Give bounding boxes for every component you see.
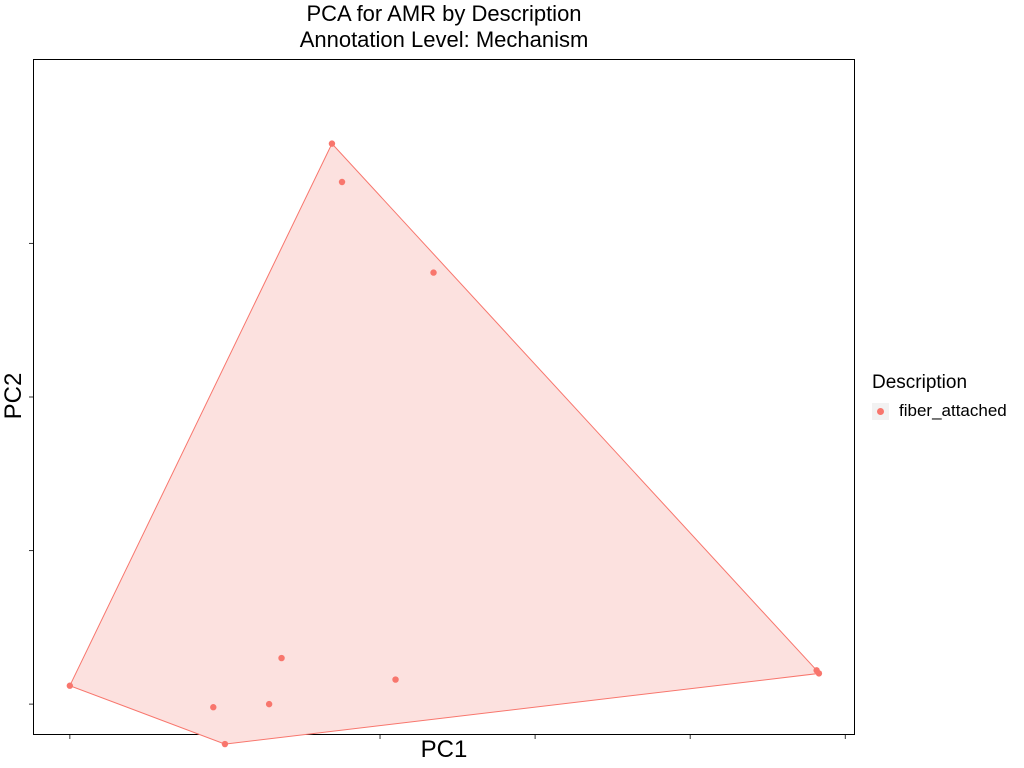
y-axis-label: PC2 xyxy=(0,372,27,420)
data-point-10 xyxy=(815,670,823,677)
legend-key xyxy=(872,402,889,420)
data-point-0 xyxy=(66,682,74,689)
legend-title: Description xyxy=(872,372,968,393)
legend-label: fiber_attached xyxy=(899,401,1007,420)
data-point-1 xyxy=(221,740,229,748)
x-axis-label: PC1 xyxy=(420,736,468,763)
legend-entry: fiber_attached xyxy=(872,400,1007,422)
data-point-8 xyxy=(430,269,437,276)
legend-point-icon xyxy=(877,407,884,415)
data-point-4 xyxy=(278,654,285,662)
chart-subtitle: Annotation Level: Mechanism xyxy=(299,27,589,52)
data-point-7 xyxy=(338,178,346,186)
data-point-5 xyxy=(392,676,399,683)
data-point-2 xyxy=(210,704,217,711)
chart-title: PCA for AMR by Description xyxy=(306,1,582,26)
points-layer xyxy=(66,140,823,748)
data-point-6 xyxy=(328,140,336,147)
data-point-3 xyxy=(265,700,273,708)
legend: Description fiber_attached xyxy=(872,372,1007,422)
